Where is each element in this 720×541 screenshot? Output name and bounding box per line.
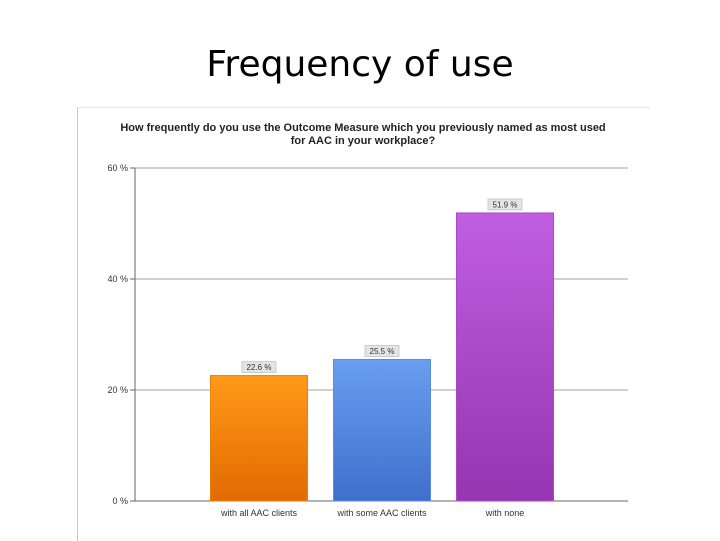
data-label-box [364, 345, 400, 357]
y-tick-labels: 0 % 20 % 40 % 60 % [107, 163, 128, 506]
x-tick-label: with all AAC clients [220, 508, 298, 518]
x-tick-label: with some AAC clients [336, 508, 427, 518]
y-tick-label: 20 % [107, 385, 128, 395]
data-label: 25.5 % [370, 347, 395, 356]
x-tick-label: with none [485, 508, 525, 518]
bar-with-none [456, 212, 554, 502]
data-labels: 22.6 % 25.5 % 51.9 % [241, 198, 523, 373]
data-label-box [241, 361, 277, 373]
y-tick-label: 40 % [107, 274, 128, 284]
data-label-box [487, 198, 523, 211]
chart-title: How frequently do you use the Outcome Me… [120, 122, 606, 147]
slide-title: Frequency of use [206, 44, 514, 85]
bars [210, 212, 554, 502]
data-label: 22.6 % [247, 363, 272, 372]
bar-with-all-aac-clients [210, 375, 308, 502]
y-tick-label: 0 % [112, 496, 128, 506]
bar-with-some-aac-clients [333, 358, 431, 502]
y-tick-label: 60 % [107, 163, 128, 173]
data-label: 51.9 % [493, 200, 518, 209]
x-tick-labels: with all AAC clients with some AAC client… [220, 508, 524, 518]
